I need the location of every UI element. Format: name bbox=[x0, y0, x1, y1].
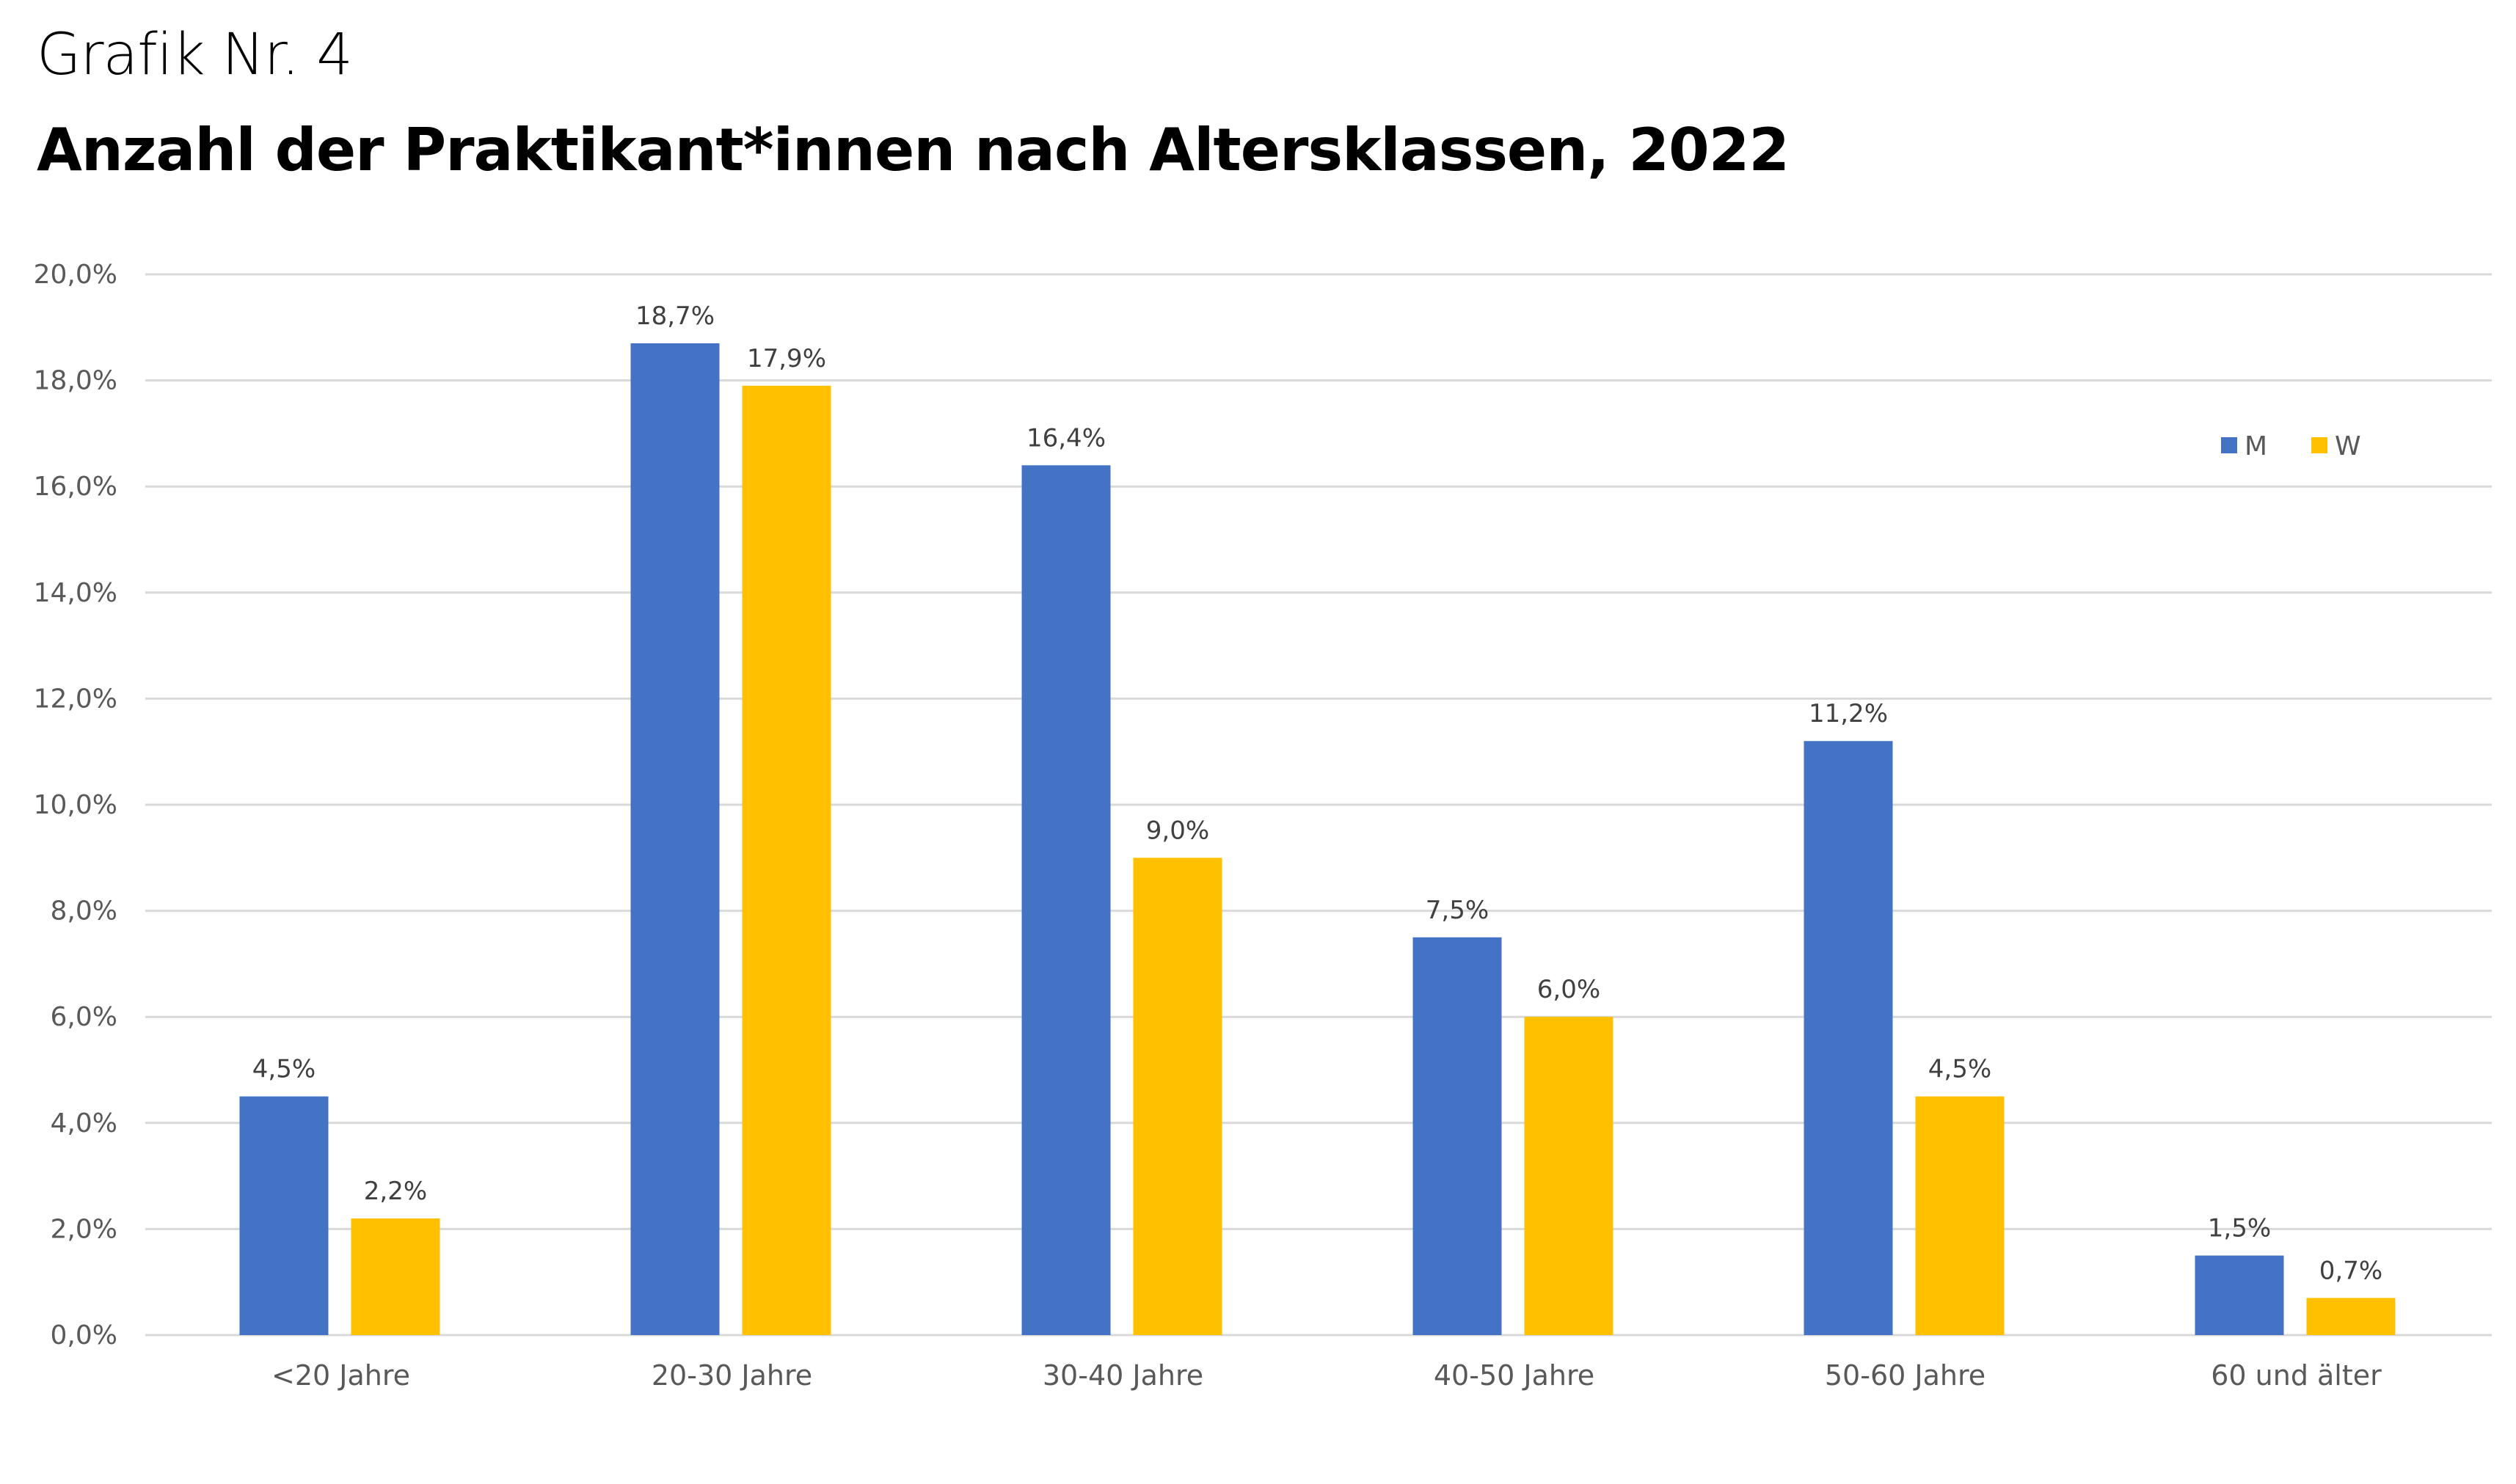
data-label: 0,7% bbox=[2319, 1256, 2382, 1285]
y-tick-label: 12,0% bbox=[34, 684, 117, 714]
x-category-label: 20-30 Jahre bbox=[652, 1359, 812, 1392]
y-tick-label: 16,0% bbox=[34, 472, 117, 502]
y-tick-label: 20,0% bbox=[34, 260, 117, 290]
legend-label: W bbox=[2335, 431, 2361, 461]
data-label: 11,2% bbox=[1809, 699, 1888, 728]
x-category-label: 40-50 Jahre bbox=[1434, 1359, 1594, 1392]
bar-w bbox=[1915, 1096, 2005, 1335]
bar-w bbox=[1133, 858, 1222, 1335]
y-tick-label: 14,0% bbox=[34, 578, 117, 608]
bar-m bbox=[1021, 465, 1111, 1335]
y-tick-label: 8,0% bbox=[51, 896, 117, 926]
data-label: 17,9% bbox=[747, 344, 826, 373]
bar-w bbox=[742, 385, 831, 1335]
y-tick-label: 18,0% bbox=[34, 366, 117, 396]
y-tick-label: 4,0% bbox=[51, 1108, 117, 1138]
chart-title: Anzahl der Praktikant*innen nach Altersk… bbox=[37, 116, 1790, 184]
data-label: 4,5% bbox=[252, 1055, 316, 1084]
bar-w bbox=[2306, 1298, 2396, 1335]
data-label: 2,2% bbox=[364, 1177, 427, 1206]
x-category-label: 50-60 Jahre bbox=[1825, 1359, 1986, 1392]
chart-supertitle: Grafik Nr. 4 bbox=[37, 22, 353, 88]
y-tick-label: 2,0% bbox=[51, 1214, 117, 1244]
bar-m bbox=[239, 1096, 329, 1335]
bar-m bbox=[1412, 937, 1502, 1335]
bar-w bbox=[1524, 1017, 1613, 1335]
y-tick-label: 10,0% bbox=[34, 790, 117, 820]
x-category-label: 30-40 Jahre bbox=[1043, 1359, 1203, 1392]
y-tick-label: 6,0% bbox=[51, 1002, 117, 1032]
data-label: 4,5% bbox=[1928, 1055, 1991, 1084]
data-label: 9,0% bbox=[1146, 816, 1209, 845]
legend-swatch-w bbox=[2311, 437, 2327, 453]
data-label: 1,5% bbox=[2208, 1214, 2271, 1243]
y-tick-label: 0,0% bbox=[51, 1320, 117, 1350]
bar-m bbox=[1804, 741, 1893, 1335]
data-label: 16,4% bbox=[1027, 423, 1106, 453]
legend-swatch-m bbox=[2221, 437, 2237, 453]
legend-label: M bbox=[2245, 431, 2267, 461]
data-label: 6,0% bbox=[1537, 975, 1600, 1004]
bar-w bbox=[351, 1218, 440, 1335]
data-label: 18,7% bbox=[635, 301, 715, 331]
x-category-label: <20 Jahre bbox=[271, 1359, 410, 1392]
data-label: 7,5% bbox=[1426, 896, 1489, 925]
bar-m bbox=[2195, 1255, 2284, 1335]
bar-m bbox=[630, 343, 720, 1335]
x-category-label: 60 und älter bbox=[2211, 1359, 2382, 1392]
